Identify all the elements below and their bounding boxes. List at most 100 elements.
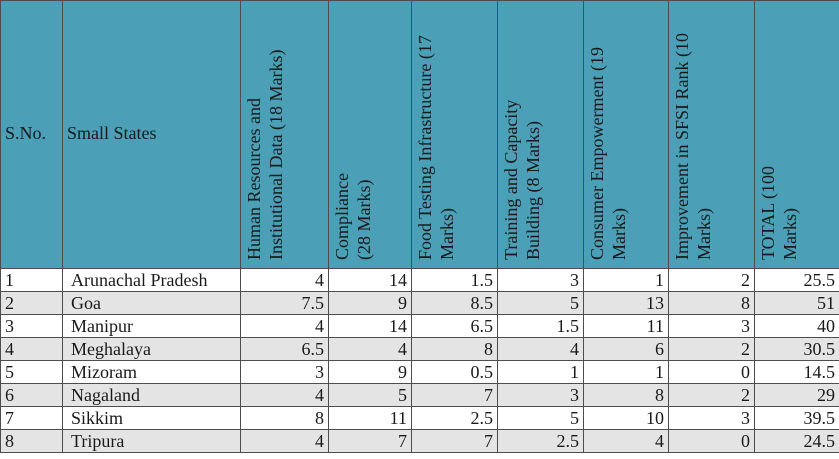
column-header: Small States [62,0,241,269]
header-row: S.No. Small States Human Resources and Ins… [0,0,839,269]
column-header: Human Resources and Institutional Data (… [240,0,329,269]
state-name: Sikkim [62,406,241,430]
score-cell: 4 [240,268,329,292]
score-cell: 0.5 [411,360,498,384]
score-cell: 0 [668,360,755,384]
serial-number: 2 [0,291,63,315]
column-header: Improvement in SFSI Rank (10 Marks) [668,0,755,269]
table-body: 1 Arunachal Pradesh 4 14 1.5 3 1 2 25.5 2 Goa 7.5 9 8… [0,268,839,453]
score-cell: 7 [411,383,498,407]
score-cell: 4 [240,314,329,338]
score-cell: 30.5 [754,337,839,361]
column-header-text: TOTAL (100 Marks) [758,165,800,260]
score-cell: 13 [583,291,669,315]
table-row: 5 Mizoram 3 9 0.5 1 1 0 14.5 [0,360,839,384]
column-header-text: Consumer Empowerment (19 Marks) [587,47,629,260]
score-cell: 5 [497,406,584,430]
column-header-text: Food Testing Infrastructure (17 Marks) [415,35,457,260]
column-header-text: Improvement in SFSI Rank (10 Marks) [672,33,714,260]
score-cell: 7 [411,429,498,453]
score-cell: 8 [240,406,329,430]
score-cell: 3 [497,383,584,407]
score-cell: 4 [328,337,412,361]
score-cell: 8 [411,337,498,361]
score-cell: 1 [497,360,584,384]
score-cell: 4 [583,429,669,453]
column-header: S.No. [0,0,63,269]
table-row: 6 Nagaland 4 5 7 3 8 2 29 [0,383,839,407]
score-cell: 2.5 [497,429,584,453]
score-cell: 9 [328,360,412,384]
score-cell: 4 [240,383,329,407]
score-cell: 39.5 [754,406,839,430]
table-row: 4 Meghalaya 6.5 4 8 4 6 2 30.5 [0,337,839,361]
score-cell: 40 [754,314,839,338]
table-row: 7 Sikkim 8 11 2.5 5 10 3 39.5 [0,406,839,430]
score-cell: 8 [668,291,755,315]
score-cell: 6 [583,337,669,361]
score-cell: 0 [668,429,755,453]
table-row: 2 Goa 7.5 9 8.5 5 13 8 51 [0,291,839,315]
score-cell: 7.5 [240,291,329,315]
score-cell: 2.5 [411,406,498,430]
column-header: TOTAL (100 Marks) [754,0,839,269]
score-cell: 14 [328,314,412,338]
state-name: Nagaland [62,383,241,407]
score-cell: 6.5 [411,314,498,338]
table-row: 1 Arunachal Pradesh 4 14 1.5 3 1 2 25.5 [0,268,839,292]
score-cell: 11 [583,314,669,338]
score-cell: 9 [328,291,412,315]
state-name: Meghalaya [62,337,241,361]
score-cell: 51 [754,291,839,315]
column-header-text: Human Resources and Institutional Data (… [244,49,286,260]
score-cell: 11 [328,406,412,430]
serial-number: 7 [0,406,63,430]
score-cell: 1.5 [411,268,498,292]
score-cell: 29 [754,383,839,407]
score-cell: 8 [583,383,669,407]
column-header: Training and Capacity Building (8 Marks) [497,0,584,269]
column-header: Compliance (28 Marks) [328,0,412,269]
state-name: Goa [62,291,241,315]
score-cell: 1 [583,268,669,292]
score-cell: 4 [240,429,329,453]
score-cell: 2 [668,268,755,292]
state-name: Manipur [62,314,241,338]
table-row: 8 Tripura 4 7 7 2.5 4 0 24.5 [0,429,839,453]
serial-number: 5 [0,360,63,384]
score-cell: 7 [328,429,412,453]
score-cell: 5 [328,383,412,407]
score-cell: 3 [240,360,329,384]
score-cell: 25.5 [754,268,839,292]
column-header: Consumer Empowerment (19 Marks) [583,0,669,269]
score-cell: 10 [583,406,669,430]
score-cell: 3 [668,314,755,338]
score-cell: 14.5 [754,360,839,384]
serial-number: 8 [0,429,63,453]
serial-number: 6 [0,383,63,407]
column-header: Food Testing Infrastructure (17 Marks) [411,0,498,269]
score-cell: 5 [497,291,584,315]
score-cell: 3 [497,268,584,292]
serial-number: 1 [0,268,63,292]
score-cell: 6.5 [240,337,329,361]
score-cell: 1.5 [497,314,584,338]
score-cell: 2 [668,337,755,361]
state-name: Arunachal Pradesh [62,268,241,292]
table-row: 3 Manipur 4 14 6.5 1.5 11 3 40 [0,314,839,338]
serial-number: 4 [0,337,63,361]
state-name: Mizoram [62,360,241,384]
state-name: Tripura [62,429,241,453]
score-cell: 4 [497,337,584,361]
score-cell: 14 [328,268,412,292]
score-cell: 24.5 [754,429,839,453]
score-cell: 8.5 [411,291,498,315]
score-cell: 2 [668,383,755,407]
score-cell: 3 [668,406,755,430]
serial-number: 3 [0,314,63,338]
column-header-text: Training and Capacity Building (8 Marks) [501,99,543,260]
score-cell: 1 [583,360,669,384]
column-header-text: Compliance (28 Marks) [332,173,374,260]
